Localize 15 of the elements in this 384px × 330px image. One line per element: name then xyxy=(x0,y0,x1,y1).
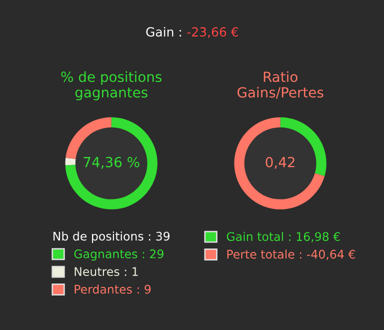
donut-slice xyxy=(65,117,158,210)
slice-label: Perte totale : -40,64 € xyxy=(227,250,355,260)
donut-slice xyxy=(234,117,325,210)
legend-title: Nb de positions : 39 xyxy=(54,232,170,243)
legend-label: Gain total : 16,98 € xyxy=(226,232,340,242)
text: 74,36 % xyxy=(84,156,140,169)
chart-title: Ratio Gains/Pertes xyxy=(238,71,324,99)
text: 0,42 xyxy=(266,156,294,169)
legend-label: Perdantes : 9 xyxy=(74,284,151,294)
legend-label: Gagnantes : 29 xyxy=(74,249,164,261)
donut-slice xyxy=(65,158,76,166)
text: Gain : xyxy=(146,26,181,37)
legend-label: Neutres : 1 xyxy=(74,267,138,276)
text: -23,66 € xyxy=(187,27,238,38)
chart-title: % de positions gagnantes xyxy=(61,71,162,100)
